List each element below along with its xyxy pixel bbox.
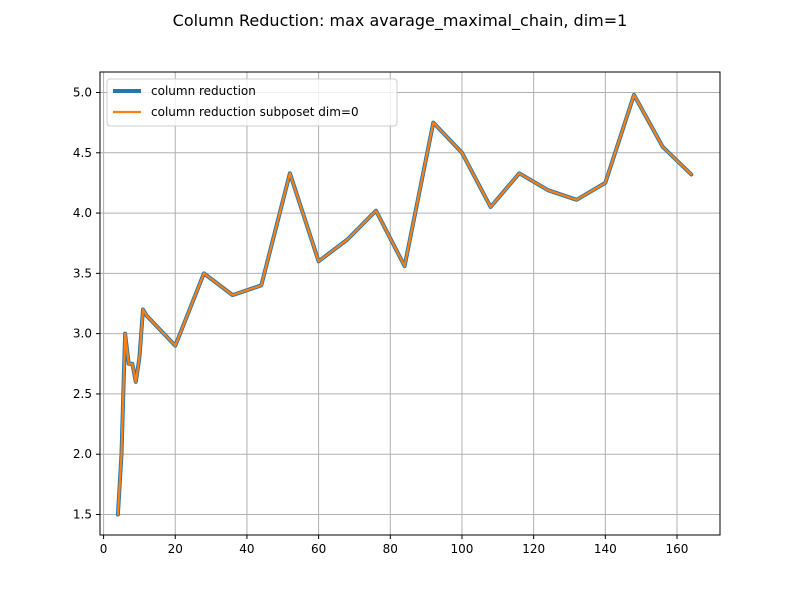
x-tick-label: 80 — [383, 542, 398, 556]
series-lines — [115, 92, 694, 517]
x-tick-label: 140 — [594, 542, 617, 556]
y-tick-label: 1.5 — [73, 508, 92, 522]
x-tick-label: 120 — [522, 542, 545, 556]
x-tick-label: 40 — [239, 542, 254, 556]
y-tick-label: 2.5 — [73, 387, 92, 401]
series-line-2 — [116, 93, 693, 516]
y-tick-label: 2.0 — [73, 447, 92, 461]
y-tick-label: 3.5 — [73, 266, 92, 280]
legend-label-1: column reduction — [151, 84, 256, 98]
x-tick-label: 60 — [311, 542, 326, 556]
x-tick-label: 0 — [100, 542, 108, 556]
grid — [100, 72, 720, 535]
x-tick-label: 100 — [451, 542, 474, 556]
y-tick-label: 4.5 — [73, 146, 92, 160]
y-tick-label: 5.0 — [73, 85, 92, 99]
y-tick-label: 4.0 — [73, 206, 92, 220]
x-axis: 0 20 40 60 80 100 120 140 160 — [100, 535, 689, 556]
x-tick-label: 160 — [666, 542, 689, 556]
legend-label-2: column reduction subposet dim=0 — [151, 105, 359, 119]
y-tick-label: 3.0 — [73, 327, 92, 341]
x-tick-label: 20 — [168, 542, 183, 556]
plot-frame — [99, 71, 721, 536]
y-axis: 1.5 2.0 2.5 3.0 3.5 4.0 4.5 5.0 — [73, 85, 100, 522]
legend-box — [106, 78, 398, 127]
legend: column reduction column reduction subpose… — [106, 78, 398, 127]
chart-title: Column Reduction: max avarage_maximal_ch… — [173, 11, 628, 31]
